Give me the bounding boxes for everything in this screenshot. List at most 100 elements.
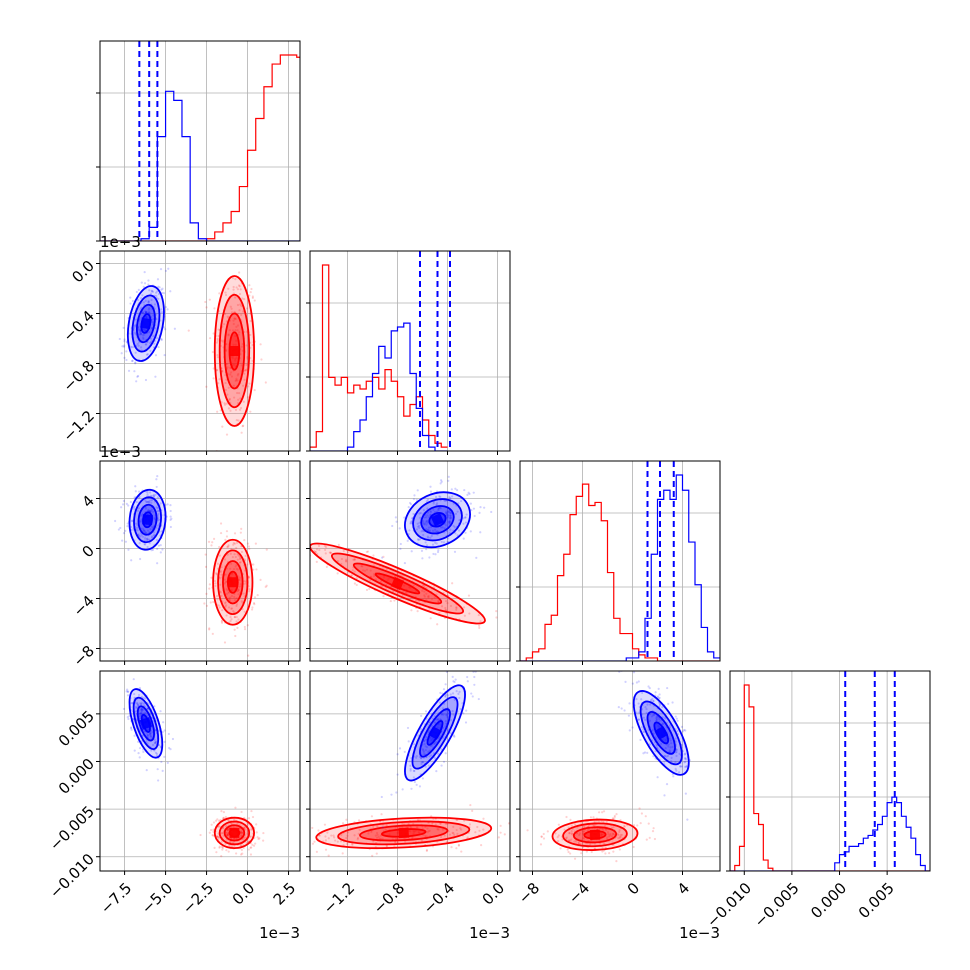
scatter-point	[158, 729, 161, 733]
scatter-point	[473, 683, 476, 686]
scatter-point	[565, 836, 568, 839]
scatter-point	[157, 285, 160, 288]
scatter-point	[152, 494, 156, 497]
scatter-point	[353, 834, 356, 837]
scatter-point	[444, 511, 448, 514]
scatter-point	[234, 357, 237, 360]
scatter-point	[239, 834, 242, 837]
scatter-point	[676, 719, 679, 722]
scatter-point	[665, 783, 669, 786]
scatter-point	[274, 532, 276, 534]
scatter-point	[311, 842, 315, 845]
scatter-point	[250, 287, 253, 291]
scatter-point	[235, 377, 238, 380]
scatter-point	[148, 331, 151, 334]
scatter-point	[464, 521, 467, 524]
scatter-point	[293, 525, 295, 527]
scatter-point	[447, 511, 450, 514]
scatter-point	[141, 707, 144, 710]
scatter-point	[135, 707, 138, 710]
scatter-point	[219, 570, 222, 574]
scatter-point	[602, 829, 605, 832]
scatter-point	[444, 608, 447, 612]
scatter-point	[131, 359, 134, 363]
scatter-point	[226, 393, 229, 396]
scatter-point	[463, 614, 466, 617]
scatter-point	[409, 830, 412, 833]
scatter-point	[601, 811, 604, 814]
scatter-point	[598, 842, 601, 845]
scatter-point	[368, 587, 371, 591]
scatter-point	[222, 816, 225, 819]
scatter-point	[458, 690, 461, 693]
scatter-point	[399, 547, 402, 550]
scatter-point	[425, 849, 428, 853]
scatter-point	[122, 499, 125, 503]
scatter-point	[169, 504, 172, 507]
scatter-point	[406, 539, 409, 542]
scatter-point	[211, 541, 214, 544]
scatter-point	[139, 332, 143, 336]
scatter-point	[478, 511, 481, 515]
scatter-point	[647, 685, 650, 688]
scatter-point	[146, 509, 150, 512]
scatter-point	[401, 822, 404, 825]
scatter-point	[678, 771, 681, 774]
scatter-point	[418, 512, 421, 515]
scatter-point	[628, 729, 631, 732]
scatter-point	[424, 710, 428, 713]
scatter-point	[231, 357, 234, 360]
scatter-point	[251, 296, 254, 299]
scatter-point	[674, 715, 677, 718]
scatter-point	[448, 521, 451, 524]
scatter-point	[668, 724, 671, 727]
scatter-point	[451, 710, 454, 713]
scatter-point	[318, 548, 321, 552]
scatter-point	[434, 541, 437, 544]
scatter-point	[605, 836, 609, 839]
scatter-point	[413, 769, 416, 773]
scatter-point	[234, 296, 237, 299]
scatter-point	[237, 284, 241, 287]
scatter-point	[473, 514, 476, 518]
scatter-point	[666, 686, 669, 690]
scatter-point	[683, 761, 686, 764]
scatter-point	[264, 585, 267, 588]
scatter-point	[462, 606, 466, 609]
scatter-point	[371, 854, 374, 857]
scatter-point	[654, 750, 657, 753]
scatter-point	[433, 742, 436, 745]
scatter-point	[127, 504, 130, 507]
scatter-point	[169, 747, 172, 751]
scatter-point	[155, 478, 158, 481]
scatter-point	[255, 568, 258, 571]
scatter-point	[225, 402, 228, 405]
scatter-point	[420, 839, 423, 842]
scatter-point	[670, 742, 673, 745]
scatter-point	[449, 517, 452, 520]
scatter-point	[153, 742, 156, 745]
scatter-point	[138, 331, 142, 334]
scatter-point	[229, 619, 232, 623]
scatter-point	[427, 595, 430, 598]
scatter-point	[639, 821, 642, 825]
scatter-point	[213, 846, 216, 850]
scatter-point	[470, 692, 473, 695]
scatter-point	[219, 522, 223, 525]
scatter-point	[124, 529, 127, 532]
scatter-point	[440, 713, 443, 716]
scatter-point	[386, 579, 389, 582]
contour-group-series-0	[310, 542, 486, 625]
x-offset-label: 1e−3	[469, 924, 510, 942]
scatter-point	[243, 836, 246, 839]
scatter-point	[429, 721, 432, 724]
scatter-point	[437, 752, 440, 755]
scatter-point	[433, 715, 436, 718]
scatter-point	[144, 711, 147, 715]
scatter-point	[454, 678, 457, 681]
scatter-point	[226, 675, 228, 677]
scatter-point	[675, 754, 678, 757]
scatter-point	[449, 528, 452, 531]
scatter-point	[214, 582, 217, 585]
scatter-point	[236, 541, 239, 544]
